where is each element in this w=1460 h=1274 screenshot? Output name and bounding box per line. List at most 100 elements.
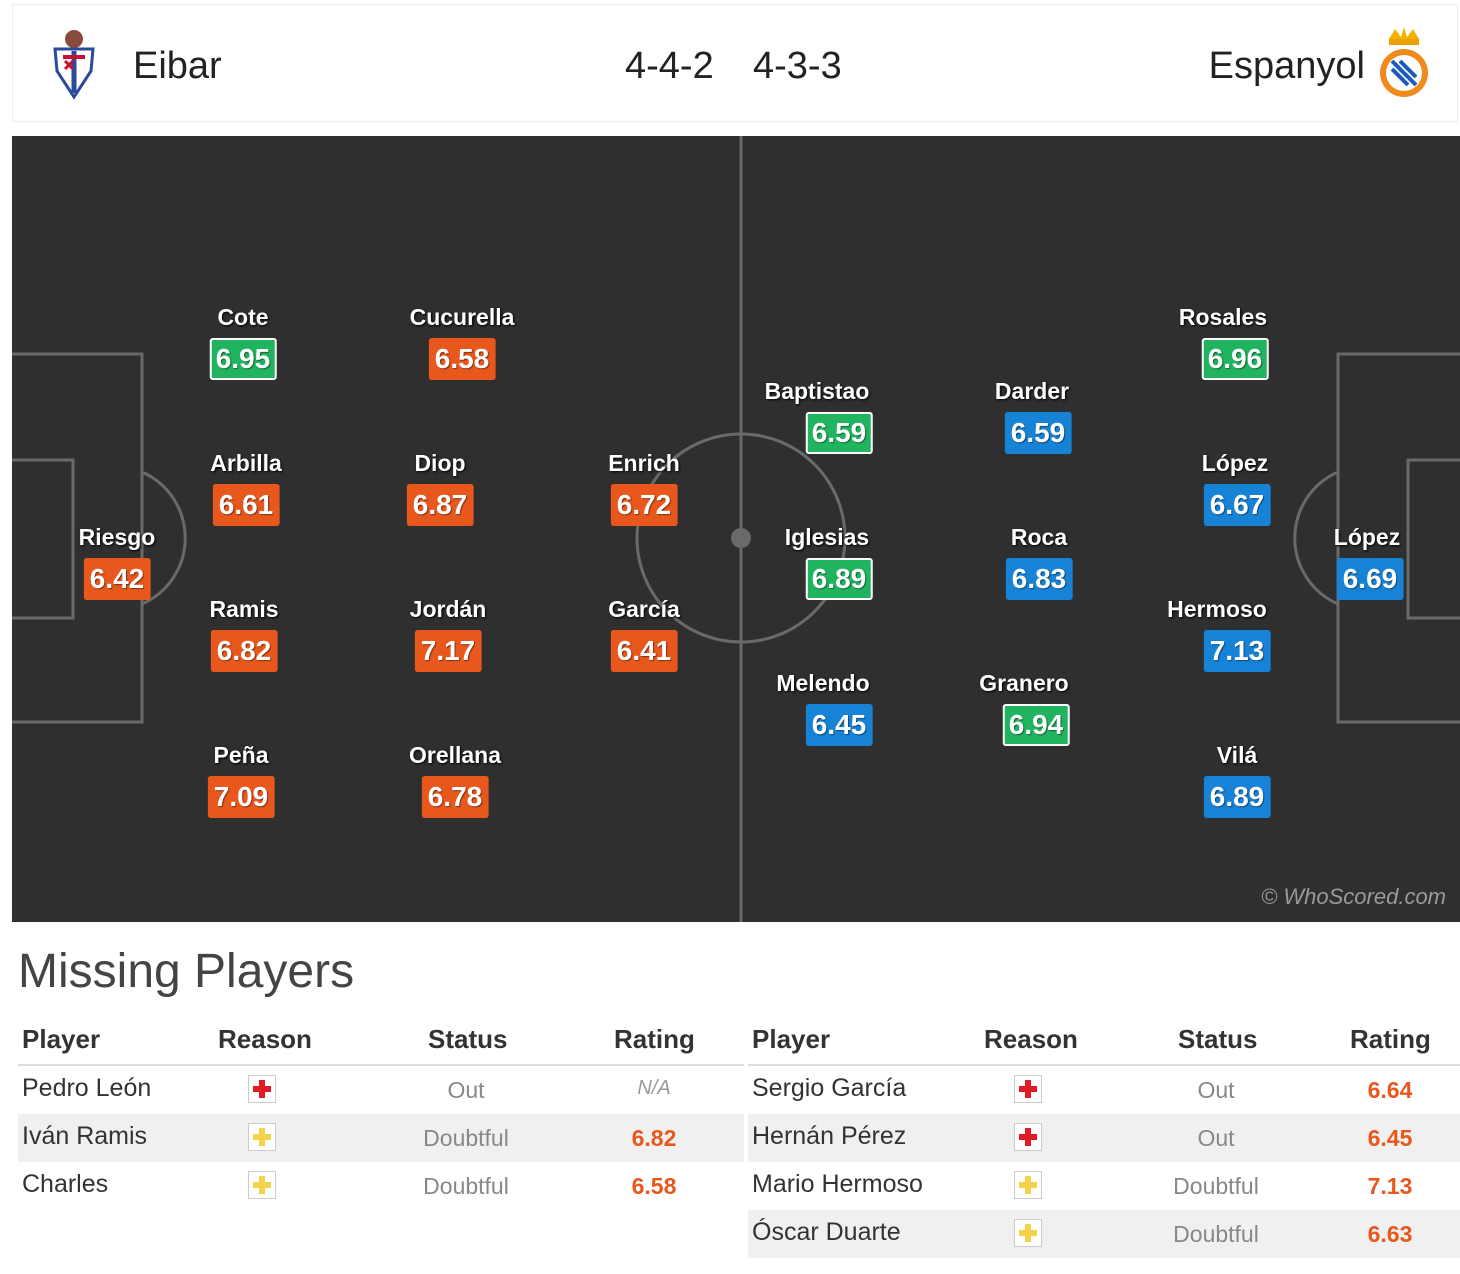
- player-name: Cucurella: [409, 304, 515, 330]
- player-name: Ramis: [209, 596, 279, 622]
- missing-player-name[interactable]: Sergio García: [752, 1074, 907, 1102]
- home-missing-table: Player Reason Status Rating Pedro León O…: [18, 1018, 744, 1210]
- col-player[interactable]: Player: [752, 1024, 831, 1054]
- missing-rating: 6.63: [1367, 1221, 1413, 1247]
- player-name: Darder: [994, 378, 1070, 404]
- player-rating: 6.41: [610, 630, 678, 672]
- player-name: Rosales: [1178, 304, 1268, 330]
- col-rating[interactable]: Rating: [614, 1024, 695, 1054]
- player-rating: 6.82: [210, 630, 278, 672]
- player-name: López: [1201, 450, 1269, 476]
- player-name: Iglesias: [784, 524, 870, 550]
- pitch-lineup: Riesgo 6.42 Cote 6.95 Arbilla 6.61 Ramis…: [12, 136, 1460, 922]
- player-name: Peña: [213, 742, 269, 768]
- player-rating: 6.89: [805, 558, 873, 600]
- missing-rating: 6.64: [1367, 1077, 1413, 1103]
- missing-players-title: Missing Players: [18, 945, 355, 998]
- player-name: Hermoso: [1167, 596, 1267, 622]
- missing-player-name[interactable]: Pedro León: [22, 1074, 152, 1102]
- col-reason[interactable]: Reason: [218, 1024, 312, 1054]
- espanyol-crest-icon: [1380, 27, 1428, 97]
- away-missing-table: Player Reason Status Rating Sergio Garcí…: [748, 1018, 1460, 1258]
- col-status[interactable]: Status: [1178, 1024, 1258, 1054]
- player-rating: 6.67: [1203, 484, 1271, 526]
- player-name: López: [1333, 524, 1401, 550]
- doubtful-icon: [1014, 1171, 1044, 1201]
- player-name: Jordán: [409, 596, 487, 622]
- missing-rating: 7.13: [1367, 1173, 1413, 1199]
- missing-status: Out: [1197, 1077, 1235, 1103]
- player-rating: 7.09: [207, 776, 275, 818]
- player-rating: 6.69: [1336, 558, 1404, 600]
- away-team-name[interactable]: Espanyol: [1208, 45, 1365, 87]
- player-rating: 7.13: [1203, 630, 1271, 672]
- missing-rating: 6.58: [631, 1173, 677, 1199]
- player-rating: 6.45: [805, 704, 873, 746]
- missing-player-name[interactable]: Iván Ramis: [22, 1122, 148, 1150]
- player-rating: 6.87: [406, 484, 474, 526]
- injury-icon: [1014, 1075, 1044, 1105]
- player-rating: 6.59: [805, 412, 873, 454]
- missing-player-name[interactable]: Hernán Pérez: [752, 1122, 907, 1150]
- player-name: Riesgo: [78, 524, 156, 550]
- player-name: Roca: [1010, 524, 1068, 550]
- player-name: García: [608, 596, 680, 622]
- match-header: Eibar 4-4-2 4-3-3 Espanyol: [12, 4, 1458, 122]
- missing-status: Doubtful: [423, 1125, 509, 1151]
- missing-status: Doubtful: [1173, 1221, 1259, 1247]
- missing-player-name[interactable]: Mario Hermoso: [752, 1170, 923, 1198]
- missing-status: Doubtful: [1173, 1173, 1259, 1199]
- player-rating: 6.94: [1002, 704, 1070, 746]
- col-reason[interactable]: Reason: [984, 1024, 1078, 1054]
- missing-rating: N/A: [637, 1077, 671, 1099]
- player-rating: 6.95: [209, 338, 277, 380]
- player-name: Melendo: [776, 670, 870, 696]
- col-rating[interactable]: Rating: [1350, 1024, 1431, 1054]
- player-name: Granero: [979, 670, 1069, 696]
- player-name: Baptistao: [764, 378, 870, 404]
- away-formation: 4-3-3: [753, 45, 842, 87]
- injury-icon: [248, 1075, 278, 1105]
- col-status[interactable]: Status: [428, 1024, 508, 1054]
- player-rating: 7.17: [414, 630, 482, 672]
- player-rating: 6.72: [610, 484, 678, 526]
- player-name: Diop: [414, 450, 466, 476]
- table-header: Player Reason Status Rating: [748, 1018, 1460, 1066]
- missing-rating: 6.45: [1367, 1125, 1413, 1151]
- player-rating: 6.89: [1203, 776, 1271, 818]
- home-team-name[interactable]: Eibar: [133, 45, 222, 87]
- player-rating: 6.96: [1201, 338, 1269, 380]
- table-row[interactable]: Mario Hermoso Doubtful 7.13: [748, 1162, 1460, 1210]
- player-rating: 6.78: [421, 776, 489, 818]
- table-header: Player Reason Status Rating: [18, 1018, 744, 1066]
- injury-icon: [1014, 1123, 1044, 1153]
- player-rating: 6.58: [428, 338, 496, 380]
- missing-status: Out: [1197, 1125, 1235, 1151]
- table-row[interactable]: Hernán Pérez Out 6.45: [748, 1114, 1460, 1162]
- missing-player-name[interactable]: Óscar Duarte: [752, 1218, 901, 1246]
- player-rating: 6.83: [1005, 558, 1073, 600]
- table-row[interactable]: Iván Ramis Doubtful 6.82: [18, 1114, 744, 1162]
- player-name: Orellana: [408, 742, 502, 768]
- player-name: Vilá: [1216, 742, 1258, 768]
- home-formation: 4-4-2: [625, 45, 714, 87]
- col-player[interactable]: Player: [22, 1024, 101, 1054]
- table-row[interactable]: Sergio García Out 6.64: [748, 1066, 1460, 1114]
- missing-status: Doubtful: [423, 1173, 509, 1199]
- table-row[interactable]: Charles Doubtful 6.58: [18, 1162, 744, 1210]
- player-rating: 6.42: [83, 558, 151, 600]
- player-name: Arbilla: [210, 450, 282, 476]
- doubtful-icon: [248, 1171, 278, 1201]
- missing-status: Out: [447, 1077, 485, 1103]
- table-row[interactable]: Óscar Duarte Doubtful 6.63: [748, 1210, 1460, 1258]
- doubtful-icon: [248, 1123, 278, 1153]
- pitch-markings: [12, 136, 1460, 922]
- table-row[interactable]: Pedro León Out N/A: [18, 1066, 744, 1114]
- player-rating: 6.61: [212, 484, 280, 526]
- eibar-crest-icon: [53, 30, 95, 100]
- doubtful-icon: [1014, 1219, 1044, 1249]
- player-name: Cote: [217, 304, 269, 330]
- watermark: © WhoScored.com: [1261, 884, 1446, 909]
- missing-player-name[interactable]: Charles: [22, 1170, 109, 1198]
- player-name: Enrich: [608, 450, 680, 476]
